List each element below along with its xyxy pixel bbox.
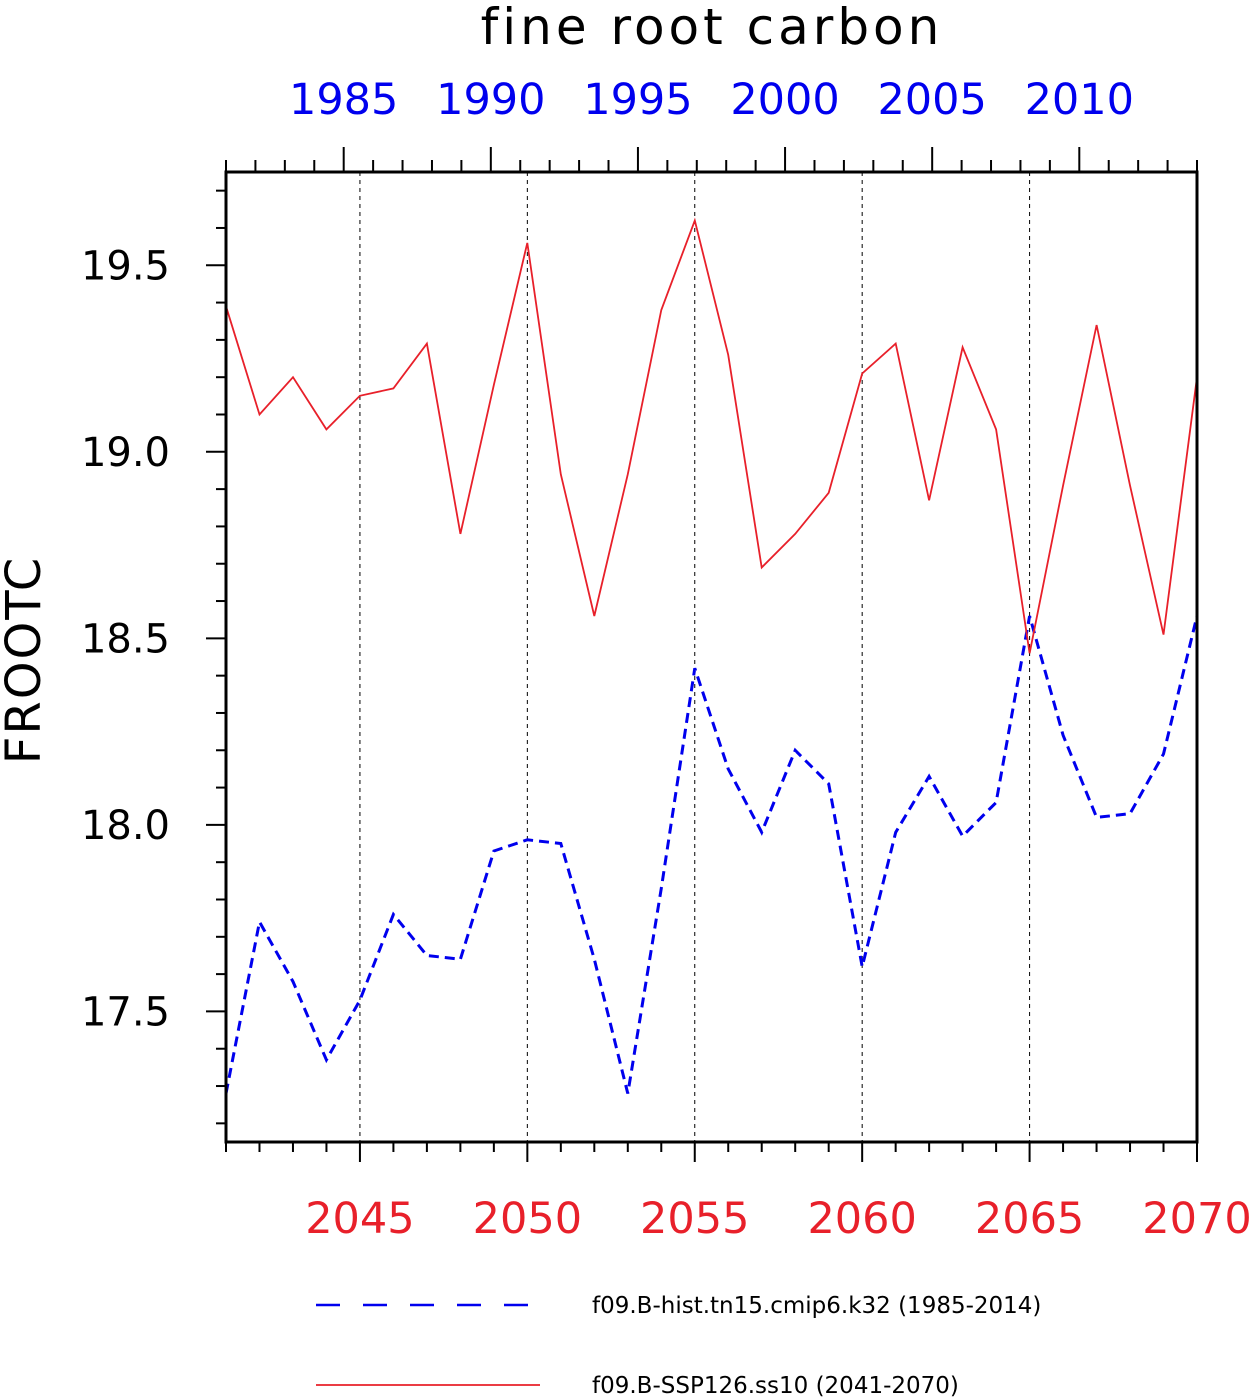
top-tick-label: 2010 [1025,75,1134,125]
y-tick-label: 18.5 [81,616,170,662]
bottom-tick-label: 2055 [640,1194,749,1244]
bottom-tick-label: 2050 [473,1194,582,1244]
y-tick-label: 18.0 [81,803,170,849]
legend: f09.B-hist.tn15.cmip6.k32 (1985-2014) f09… [316,1293,1041,1399]
legend-label: f09.B-SSP126.ss10 (2041-2070) [592,1373,959,1399]
bottom-tick-label: 2070 [1142,1194,1251,1244]
chart-title: fine root carbon [481,0,944,56]
top-tick-label: 2005 [877,75,986,125]
bottom-tick-label: 2060 [807,1194,916,1244]
series-layer [224,217,1199,1094]
top-tick-label: 2000 [730,75,839,125]
axis-ticks [206,147,1198,1162]
series-line-ssp126 [225,217,1198,654]
y-tick-label: 17.5 [81,989,170,1035]
y-tick-label: 19.0 [81,430,170,476]
top-tick-label: 1985 [289,75,398,125]
top-tick-label: 1995 [583,75,692,125]
bottom-tick-label: 2045 [305,1194,414,1244]
plot-frame [224,170,1199,1144]
bottom-tick-label: 2065 [975,1194,1084,1244]
legend-label: f09.B-hist.tn15.cmip6.k32 (1985-2014) [592,1293,1041,1319]
series-line-hist [224,615,1199,1094]
y-tick-label: 19.5 [81,243,170,289]
top-tick-label: 1990 [436,75,545,125]
tick-labels: 17.5 18.0 18.5 19.0 19.5 2045 2050 2055 2060 2065… [81,75,1252,1244]
gridlines [359,172,1031,1142]
y-axis-label: FROOTC [0,556,52,765]
